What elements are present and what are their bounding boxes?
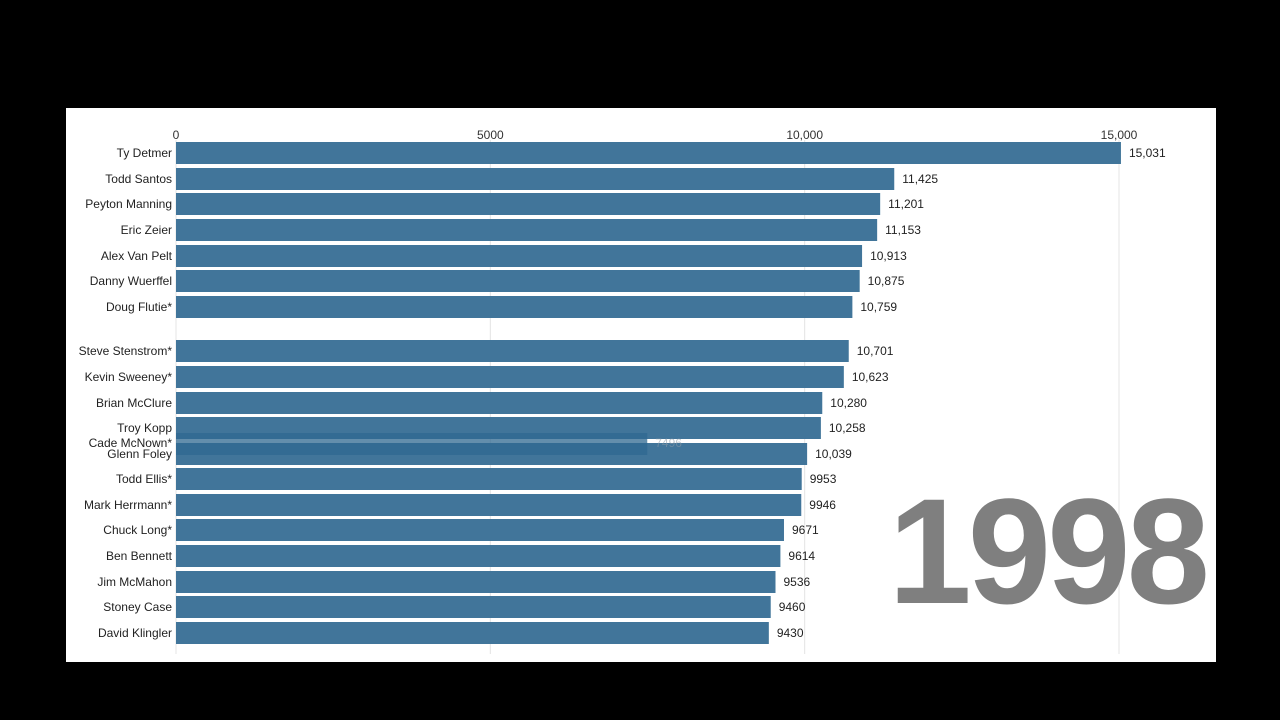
bar-13 [176, 494, 802, 516]
bar-value-label-3: 11,153 [885, 223, 921, 237]
bar-value-label-18: 9430 [777, 626, 804, 640]
bar-value-label-16: 9536 [783, 575, 810, 589]
bar-value-label-0: 15,031 [1129, 146, 1166, 160]
bar-category-label-8: Kevin Sweeney* [85, 370, 173, 384]
bar-0 [176, 142, 1121, 164]
bar-14 [176, 519, 784, 541]
bar-category-label-11: Glenn Foley [107, 447, 172, 461]
bar-category-label-12: Todd Ellis* [116, 472, 172, 486]
bar-8 [176, 366, 844, 388]
bar-9 [176, 392, 823, 414]
bar-category-label-10: Troy Kopp [117, 421, 172, 435]
bar-4 [176, 245, 863, 267]
bar-value-label-6: 10,759 [860, 300, 897, 314]
bar-6 [176, 296, 853, 318]
bar-12 [176, 468, 802, 490]
x-tick-label-3: 15,000 [1101, 128, 1138, 142]
bar-category-label-15: Ben Bennett [106, 549, 173, 563]
bar-category-label-1: Todd Santos [105, 172, 172, 186]
bar-15 [176, 545, 781, 567]
bar-category-label-5: Danny Wuerffel [90, 274, 172, 288]
bar-value-label-11: 10,039 [815, 447, 852, 461]
bar-value-label-1: 11,425 [902, 172, 938, 186]
transition-bar [176, 433, 648, 455]
bar-category-label-4: Alex Van Pelt [101, 249, 173, 263]
bar-7 [176, 340, 849, 362]
bar-value-label-8: 10,623 [852, 370, 889, 384]
bar-category-label-7: Steve Stenstrom* [79, 344, 173, 358]
bar-value-label-12: 9953 [810, 472, 837, 486]
bar-category-label-16: Jim McMahon [97, 575, 172, 589]
transition-bar-value-label: 7496 [655, 436, 682, 450]
bar-category-label-6: Doug Flutie* [106, 300, 172, 314]
bar-16 [176, 571, 776, 593]
bar-value-label-14: 9671 [792, 523, 819, 537]
bar-18 [176, 622, 769, 644]
bar-3 [176, 219, 878, 241]
bar-category-label-0: Ty Detmer [117, 146, 172, 160]
bar-category-label-2: Peyton Manning [85, 197, 172, 211]
bar-category-label-14: Chuck Long* [103, 523, 172, 537]
bar-category-label-13: Mark Herrmann* [84, 498, 172, 512]
bar-value-label-7: 10,701 [857, 344, 894, 358]
bar-category-label-17: Stoney Case [103, 600, 172, 614]
x-tick-label-0: 0 [173, 128, 180, 142]
bar-value-label-10: 10,258 [829, 421, 866, 435]
x-tick-label-1: 5000 [477, 128, 504, 142]
bar-value-label-9: 10,280 [830, 396, 867, 410]
transition-bar-label: Cade McNown* [89, 436, 173, 450]
bar-chart: 0 5000 10,000 15,000 Ty Detmer 15,031 Todd San… [79, 128, 1166, 654]
bar-value-label-5: 10,875 [868, 274, 905, 288]
bar-1 [176, 168, 895, 190]
bar-17 [176, 596, 771, 618]
year-label: 1998 [888, 467, 1210, 635]
bar-value-label-13: 9946 [809, 498, 836, 512]
bar-category-label-18: David Klingler [98, 626, 172, 640]
bar-value-label-2: 11,201 [888, 197, 924, 211]
bar-category-label-9: Brian McClure [96, 396, 172, 410]
bar-value-label-4: 10,913 [870, 249, 907, 263]
x-tick-label-2: 10,000 [786, 128, 823, 142]
bar-category-label-3: Eric Zeier [121, 223, 172, 237]
bar-value-label-17: 9460 [779, 600, 806, 614]
chart-panel: 0 5000 10,000 15,000 Ty Detmer 15,031 Todd San… [66, 108, 1216, 662]
bar-5 [176, 270, 860, 292]
bar-2 [176, 193, 881, 215]
bar-value-label-15: 9614 [788, 549, 815, 563]
